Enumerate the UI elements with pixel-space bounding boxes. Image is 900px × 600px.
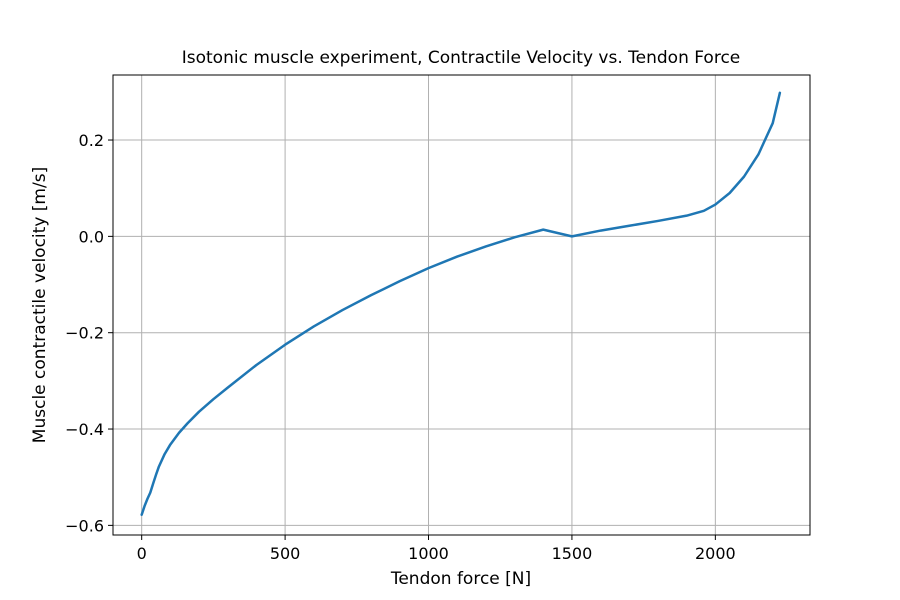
x-tick-label: 2000 (695, 544, 736, 563)
series-line (140, 91, 782, 517)
plot-frame (112, 74, 811, 536)
y-tick-label: −0.4 (65, 420, 104, 439)
series-layer (140, 91, 782, 517)
grid-lines (113, 75, 810, 535)
x-tick-label: 1000 (408, 544, 449, 563)
chart-title: Isotonic muscle experiment, Contractile … (182, 48, 741, 68)
y-tick-label: 0.2 (79, 131, 104, 150)
y-tick-label: 0.0 (79, 227, 104, 246)
x-axis-label: Tendon force [N] (390, 569, 531, 589)
x-tick-label: 1500 (552, 544, 593, 563)
y-axis-label: Muscle contractile velocity [m/s] (30, 167, 50, 443)
y-tick-label: −0.2 (65, 324, 104, 343)
x-tick-label: 0 (137, 544, 147, 563)
plot-area (113, 75, 810, 535)
x-tick-label: 500 (270, 544, 301, 563)
axis-ticks: 0 500 1000 1500 2000 −0.6 −0.4 −0.2 0.0 0.2 (65, 131, 736, 563)
y-tick-label: −0.6 (65, 516, 104, 535)
